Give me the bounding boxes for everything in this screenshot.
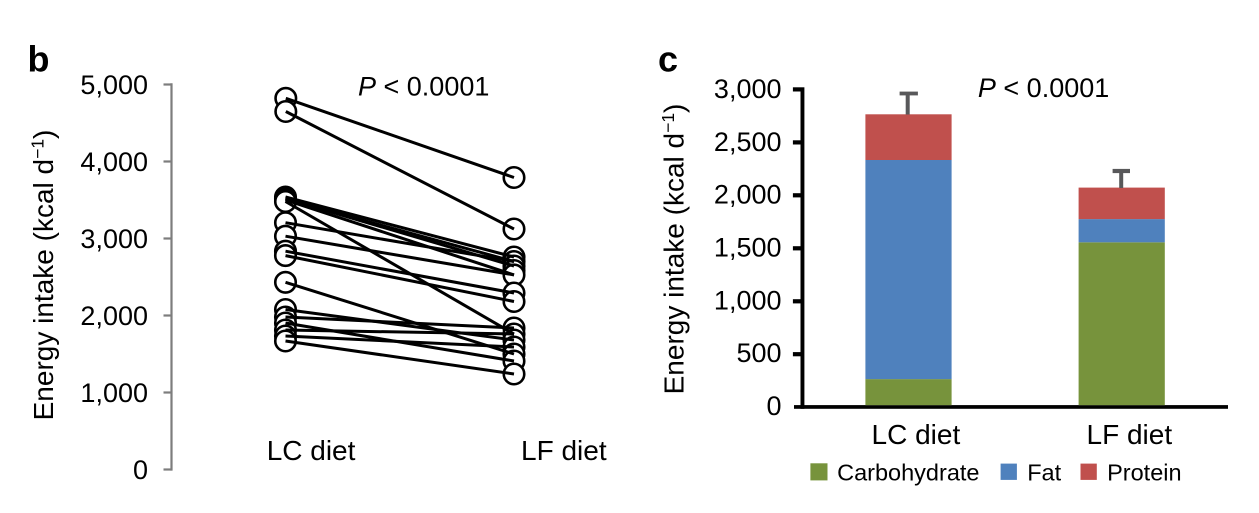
svg-text:3,000: 3,000 [80, 224, 148, 254]
svg-text:2,000: 2,000 [714, 180, 782, 210]
svg-text:1,000: 1,000 [714, 285, 782, 315]
svg-text:b: b [28, 39, 50, 80]
svg-text:4,000: 4,000 [80, 147, 148, 177]
svg-text:3,000: 3,000 [714, 74, 782, 104]
svg-text:Fat: Fat [1027, 459, 1061, 485]
svg-text:c: c [658, 39, 678, 80]
svg-text:LC diet: LC diet [872, 419, 961, 450]
svg-text:Energy intake (kcal d−1): Energy intake (kcal d−1) [658, 104, 690, 395]
svg-text:2,500: 2,500 [714, 127, 782, 157]
svg-text:LF diet: LF diet [1087, 419, 1173, 450]
svg-text:Protein: Protein [1107, 459, 1181, 485]
svg-text:0: 0 [766, 391, 781, 421]
svg-text:1,500: 1,500 [714, 233, 782, 263]
svg-text:LC diet: LC diet [267, 435, 356, 466]
svg-text:LF diet: LF diet [521, 435, 607, 466]
svg-text:P < 0.0001: P < 0.0001 [358, 71, 489, 101]
svg-text:Carbohydrate: Carbohydrate [837, 459, 979, 485]
svg-text:1,000: 1,000 [80, 378, 148, 408]
svg-text:500: 500 [736, 338, 781, 368]
svg-text:P < 0.0001: P < 0.0001 [978, 73, 1109, 103]
svg-text:2,000: 2,000 [80, 301, 148, 331]
svg-text:5,000: 5,000 [80, 70, 148, 100]
svg-text:0: 0 [133, 455, 148, 485]
svg-text:Energy intake (kcal d−1): Energy intake (kcal d−1) [27, 130, 59, 421]
